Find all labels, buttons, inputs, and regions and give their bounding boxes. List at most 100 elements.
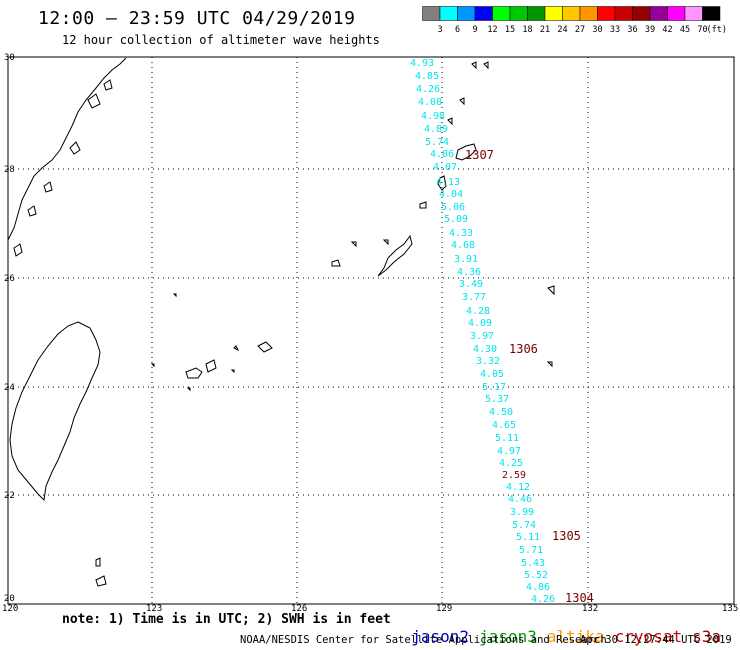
lat-label-30: 30	[4, 53, 15, 63]
swh-value-label: 5.17	[482, 382, 506, 393]
china-coast	[7, 57, 127, 241]
swh-value-label: 4.46	[508, 494, 532, 505]
swh-value-label: 5.06	[441, 202, 465, 213]
swh-value-label: 5.43	[521, 558, 545, 569]
lat-label-20: 20	[4, 594, 15, 604]
colorbar-tick-label: 42	[662, 25, 672, 35]
colorbar-swatch	[684, 6, 703, 21]
lon-label-132: 132	[582, 604, 598, 614]
satellite-label-cryosat: cryosat	[614, 627, 683, 646]
satellite-legend: jason2 jason3 altika cryosat s3a	[392, 608, 731, 646]
satellite-label-s3a: s3a	[692, 627, 721, 646]
swh-value-label: 4.04	[439, 189, 463, 200]
footer-note: note: 1) Time is in UTC; 2) SWH is in fe…	[62, 612, 391, 627]
swh-value-label: 4.05	[480, 369, 504, 380]
swh-value-label: 5.11	[495, 433, 519, 444]
colorbar-tick-label: 9	[472, 25, 477, 35]
colorbar-tick-label: 45	[680, 25, 690, 35]
satellite-label-jason3: jason3	[479, 627, 537, 646]
colorbar-tick-label: 24	[557, 25, 567, 35]
swh-value-label: 4.98	[421, 111, 445, 122]
updated-timestamp: Apr 30 12:27:44 UTC 2019	[580, 634, 732, 646]
swh-value-label: 4.09	[468, 318, 492, 329]
colorbar-tick-label: 30	[592, 25, 602, 35]
swh-value-label: 4.93	[410, 58, 434, 69]
lat-label-28: 28	[4, 165, 15, 175]
colorbar-tick-label: 70	[697, 25, 707, 35]
swh-value-label: 4.13	[436, 177, 460, 188]
satellite-label-jason2: jason2	[411, 627, 470, 646]
colorbar-swatch	[702, 6, 721, 21]
swh-value-label: 3.97	[470, 331, 494, 342]
colorbar-swatch	[509, 6, 528, 21]
coastlines	[7, 57, 555, 587]
credit-text: NOAA/NESDIS Center for Satellite Applica…	[240, 634, 607, 646]
swh-value-label: 5.74	[512, 520, 536, 531]
swh-value-label: 5.52	[524, 570, 548, 581]
swh-value-label: 4.85	[415, 71, 439, 82]
swh-value-label: 4.07	[433, 162, 457, 173]
swh-value-label: 4.33	[449, 228, 473, 239]
colorbar-tick-label: 6	[455, 25, 460, 35]
miyako-islands	[185, 359, 217, 379]
colorbar-tick-label: 39	[645, 25, 655, 35]
swh-value-label: 3.99	[510, 507, 534, 518]
colorbar-swatch	[632, 6, 651, 21]
colorbar-swatch	[492, 6, 511, 21]
colorbar-tick-label: 33	[610, 25, 620, 35]
colorbar-tick-label: 3	[437, 25, 442, 35]
lon-label-120: 120	[2, 604, 18, 614]
swh-value-label: 4.26	[531, 594, 555, 605]
swh-value-label: 4.25	[499, 458, 523, 469]
page-title: 12:00 – 23:59 UTC 04/29/2019	[38, 8, 356, 29]
colorbar-swatch	[474, 6, 493, 21]
swh-value-label: 4.86	[430, 149, 454, 160]
tokara-islands	[437, 61, 489, 191]
lat-axis-labels: 30 28 26 24 22 20	[4, 53, 15, 604]
lon-label-126: 126	[291, 604, 307, 614]
lat-lon-grid	[8, 57, 734, 604]
colorbar-unit-label: (ft)	[707, 25, 727, 35]
colorbar-swatch	[667, 6, 686, 21]
colorbar-swatch	[614, 6, 633, 21]
swh-value-label: 4.97	[497, 446, 521, 457]
lon-axis-labels: 120 123 126 129 132 135	[2, 604, 738, 614]
swh-value-label: 4.12	[506, 482, 530, 493]
swh-value-label: 5.11	[516, 532, 540, 543]
swh-value-label: 4.68	[451, 240, 475, 251]
swh-value-label: 4.89	[424, 124, 448, 135]
colorbar-swatches	[422, 6, 721, 21]
okinawa-small-islands	[331, 201, 427, 267]
satellite-label-altika: altika	[546, 627, 605, 646]
colorbar-swatch	[597, 6, 616, 21]
colorbar-tick-label: 12	[487, 25, 497, 35]
swh-value-label: 2.59	[502, 470, 526, 481]
colorbar-swatch	[649, 6, 668, 21]
colorbar-tick-label: 27	[575, 25, 585, 35]
colorbar-swatch	[457, 6, 476, 21]
colorbar-tick-label: 18	[522, 25, 532, 35]
colorbar-swatch	[439, 6, 458, 21]
colorbar-ticks: 3 6 9 12 15 18 21 24 27 30 33 36 39 42 45 70(ft)	[437, 25, 727, 35]
swh-value-label: 4.26	[416, 84, 440, 95]
swh-value-label: 4.28	[466, 306, 490, 317]
swh-value-label: 4.30	[473, 344, 497, 355]
southern-islets	[95, 285, 555, 587]
colorbar-swatch	[527, 6, 546, 21]
swh-value-label: 3.49	[459, 279, 483, 290]
amami-islands	[455, 143, 477, 161]
colorbar-tick-label: 36	[627, 25, 637, 35]
swh-value-label: 5.09	[444, 214, 468, 225]
colorbar-swatch	[562, 6, 581, 21]
swh-value-label: 5.37	[485, 394, 509, 405]
swh-value-label: 4.50	[489, 407, 513, 418]
colorbar-swatch	[544, 6, 563, 21]
swh-value-label: 3.91	[454, 254, 478, 265]
swh-value-label: 4.36	[457, 267, 481, 278]
swh-value-label: 3.32	[476, 356, 500, 367]
china-coast-islands	[13, 79, 113, 257]
page-subtitle: 12 hour collection of altimeter wave hei…	[62, 33, 380, 47]
pass-label: 1306	[509, 342, 538, 356]
swh-values-layer: 4.934.854.264.084.984.895.744.864.074.13…	[410, 58, 555, 605]
colorbar-tick-label: 15	[505, 25, 515, 35]
